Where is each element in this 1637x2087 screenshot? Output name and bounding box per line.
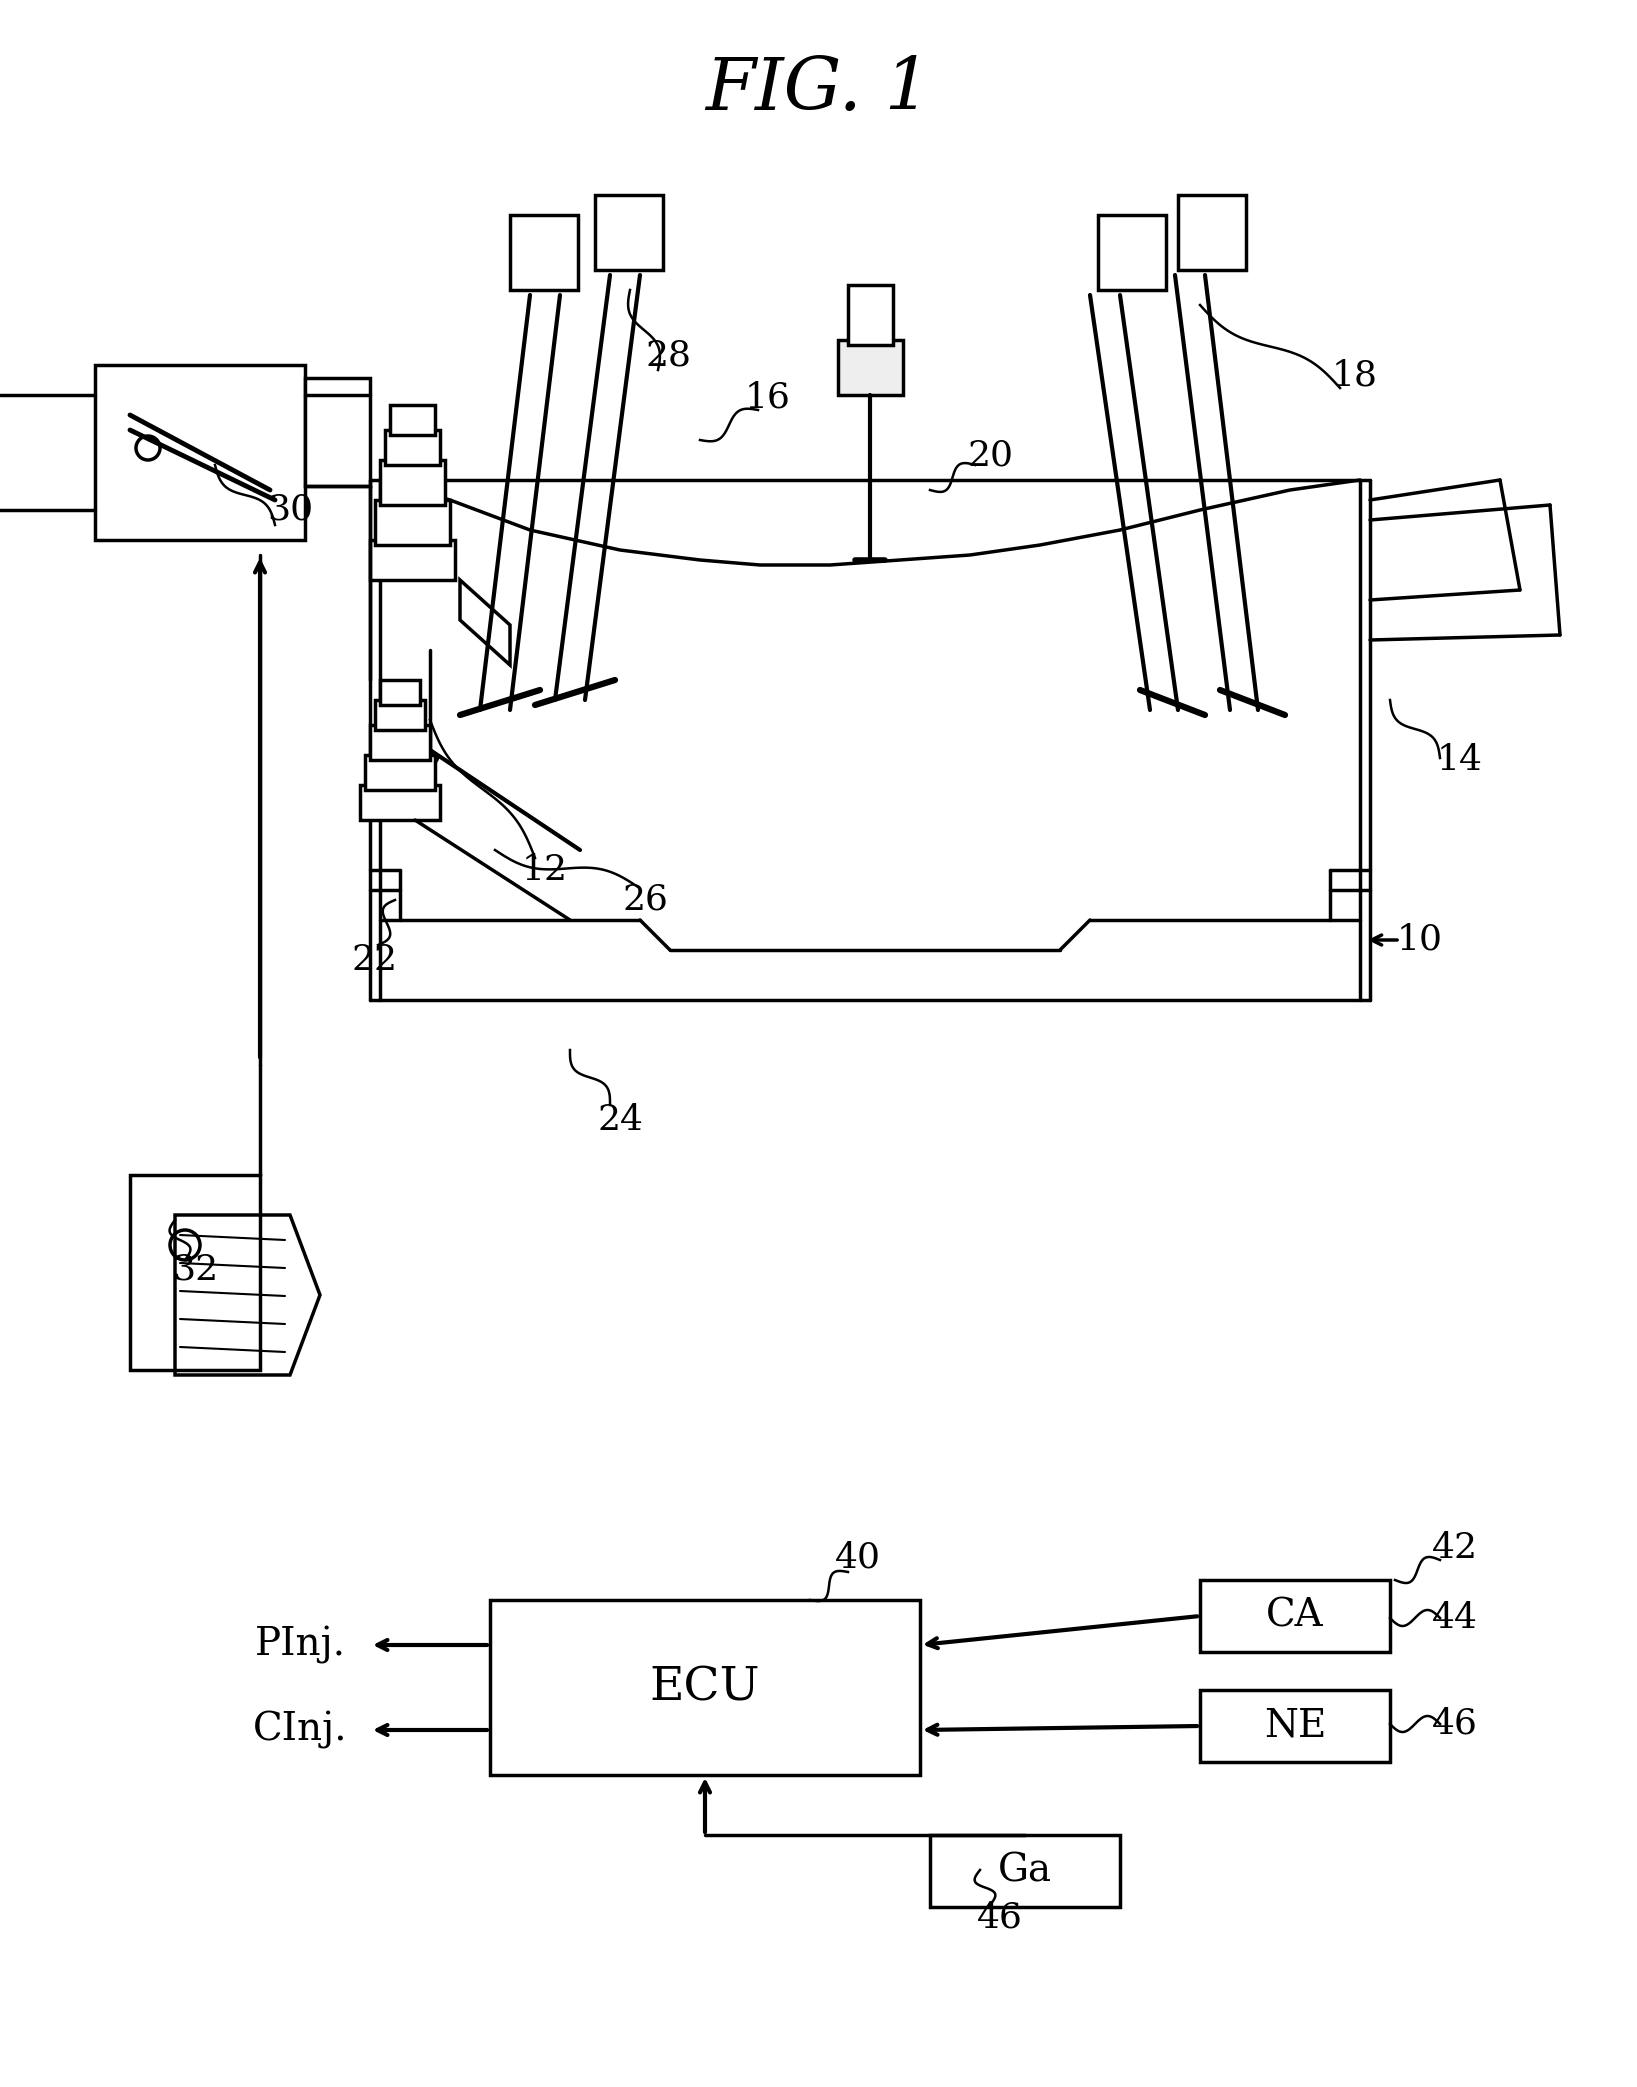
Text: 14: 14 — [1437, 743, 1483, 776]
Bar — [129, 1175, 260, 1369]
Text: CA: CA — [1265, 1597, 1324, 1634]
Text: 42: 42 — [1432, 1532, 1478, 1565]
Bar — [304, 378, 370, 486]
Text: Ga: Ga — [999, 1853, 1053, 1889]
Bar — [370, 541, 455, 580]
Text: NE: NE — [1264, 1707, 1326, 1745]
Bar — [848, 286, 894, 344]
Bar — [838, 340, 904, 394]
Bar — [930, 1834, 1120, 1908]
Text: 28: 28 — [645, 338, 691, 371]
Bar — [1200, 1690, 1390, 1761]
Text: 40: 40 — [835, 1540, 881, 1576]
Bar — [370, 724, 431, 760]
Text: 24: 24 — [598, 1104, 643, 1137]
Bar — [360, 785, 440, 820]
Text: FIG. 1: FIG. 1 — [706, 54, 931, 125]
Bar — [385, 430, 440, 465]
Bar — [380, 680, 421, 705]
Bar — [1179, 194, 1246, 269]
Text: 26: 26 — [622, 883, 668, 916]
Bar — [1200, 1580, 1390, 1653]
Text: 32: 32 — [172, 1252, 218, 1288]
Bar — [594, 194, 663, 269]
Bar — [365, 755, 435, 791]
Text: 16: 16 — [745, 382, 791, 415]
Text: 12: 12 — [522, 854, 568, 887]
Bar — [489, 1601, 920, 1776]
Text: 30: 30 — [267, 493, 313, 528]
Bar — [380, 459, 445, 505]
Text: PInj.: PInj. — [254, 1626, 345, 1663]
Bar — [375, 501, 450, 545]
Text: 46: 46 — [977, 1901, 1023, 1935]
Bar — [511, 215, 578, 290]
Text: 10: 10 — [1396, 922, 1442, 958]
Text: CInj.: CInj. — [252, 1711, 347, 1749]
Text: 18: 18 — [1333, 359, 1378, 392]
Bar — [1098, 215, 1166, 290]
Bar — [390, 405, 435, 434]
Bar — [95, 365, 304, 541]
Text: 20: 20 — [967, 438, 1013, 472]
Text: 44: 44 — [1432, 1601, 1478, 1634]
Bar — [375, 699, 426, 730]
Text: 46: 46 — [1432, 1707, 1478, 1741]
Text: 22: 22 — [352, 943, 398, 977]
Text: ECU: ECU — [650, 1665, 760, 1709]
